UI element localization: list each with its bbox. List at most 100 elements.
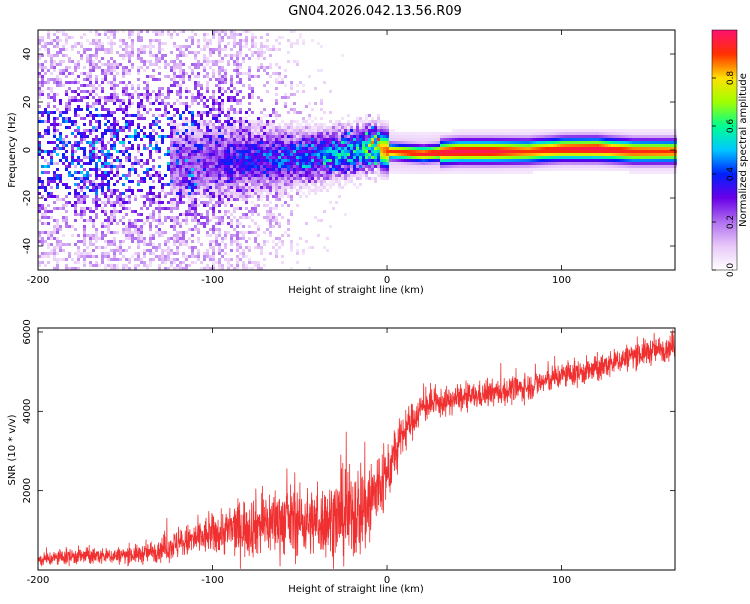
spectrogram-cell <box>59 78 62 81</box>
spectrogram-cell <box>179 144 182 147</box>
spectrogram-cell <box>284 126 287 129</box>
spectrogram-cell <box>242 249 245 252</box>
spectrogram-cell <box>245 144 248 147</box>
spectrogram-cell <box>137 57 140 60</box>
spectrogram-cell <box>275 156 278 159</box>
spectrogram-cell <box>74 204 77 207</box>
spectrogram-cell <box>269 189 272 192</box>
spectrogram-cell <box>77 159 80 162</box>
spectrogram-cell <box>221 132 224 135</box>
spectrogram-cell <box>473 147 476 150</box>
spectrogram-cell <box>215 114 218 117</box>
spectrogram-cell <box>296 141 299 144</box>
spectrogram-cell <box>59 147 62 150</box>
spectrogram-cell <box>365 123 368 126</box>
spectrogram-cell <box>368 129 371 132</box>
spectrogram-cell <box>218 117 221 120</box>
spectrogram-cell <box>152 69 155 72</box>
spectrogram-cell <box>44 186 47 189</box>
spectrogram-cell <box>212 168 215 171</box>
spectrogram-cell <box>473 165 476 168</box>
spectrogram-cell <box>218 168 221 171</box>
spectrogram-cell <box>86 186 89 189</box>
spectrogram-cell <box>476 141 479 144</box>
spectrogram-cell <box>65 201 68 204</box>
spectrogram-cell <box>272 216 275 219</box>
spectrogram-cell <box>89 252 92 255</box>
spectrogram-cell <box>155 150 158 153</box>
spectrogram-cell <box>212 177 215 180</box>
spectrogram-cell <box>245 201 248 204</box>
spectrogram-cell <box>386 153 389 156</box>
spectrogram-cell <box>41 84 44 87</box>
spectrogram-cell <box>254 126 257 129</box>
spectrogram-cell <box>221 195 224 198</box>
spectrogram-cell <box>290 147 293 150</box>
spectrogram-cell <box>299 174 302 177</box>
spectrogram-cell <box>212 135 215 138</box>
spectrogram-cell <box>176 267 179 270</box>
spectrogram-cell <box>458 171 461 174</box>
spectrogram-cell <box>377 165 380 168</box>
spectrogram-cell <box>377 129 380 132</box>
spectrogram-cell <box>242 132 245 135</box>
spectrogram-cell <box>320 129 323 132</box>
spectrogram-cell <box>218 108 221 111</box>
spectrogram-cell <box>128 267 131 270</box>
spectrogram-cell <box>110 213 113 216</box>
spectrogram-cell <box>380 144 383 147</box>
spectrogram-cell <box>101 210 104 213</box>
spectrogram-cell <box>392 159 395 162</box>
spectrogram-cell <box>266 195 269 198</box>
spectrogram-cell <box>251 267 254 270</box>
spectrogram-cell <box>233 96 236 99</box>
spectrogram-cell <box>191 219 194 222</box>
spectrogram-cell <box>317 171 320 174</box>
spectrogram-cell <box>329 168 332 171</box>
spectrogram-cell <box>104 156 107 159</box>
spectrogram-cell <box>473 135 476 138</box>
spectrogram-cell <box>83 33 86 36</box>
spectrogram-cell <box>302 192 305 195</box>
spectrogram-cell <box>422 147 425 150</box>
spectrogram-cell <box>137 111 140 114</box>
spectrogram-cell <box>230 36 233 39</box>
spectrogram-cell <box>140 45 143 48</box>
spectrogram-cell <box>344 174 347 177</box>
spectrogram-cell <box>317 69 320 72</box>
spectrogram-cell <box>173 42 176 45</box>
spectrogram-cell <box>272 45 275 48</box>
spectrogram-cell <box>95 135 98 138</box>
spectrogram-cell <box>260 48 263 51</box>
spectrogram-cell <box>269 135 272 138</box>
spectrogram-cell <box>209 228 212 231</box>
spectrogram-cell <box>212 261 215 264</box>
spectrogram-cell <box>134 156 137 159</box>
spectrogram-cell <box>281 156 284 159</box>
spectrogram-cell <box>221 126 224 129</box>
spectrogram-cell <box>236 69 239 72</box>
spectrogram-cell <box>209 153 212 156</box>
spectrogram-cell <box>257 129 260 132</box>
spectrogram-cell <box>230 180 233 183</box>
spectrogram-cell <box>143 237 146 240</box>
spectrogram-cell <box>368 165 371 168</box>
spectrogram-cell <box>275 180 278 183</box>
spectrogram-cell <box>221 186 224 189</box>
spectrogram-cell <box>86 48 89 51</box>
spectrogram-cell <box>248 84 251 87</box>
spectrogram-cell <box>359 162 362 165</box>
spectrogram-cell <box>185 135 188 138</box>
spectrogram-cell <box>173 198 176 201</box>
spectrogram-cell <box>68 108 71 111</box>
spectrogram-cell <box>278 144 281 147</box>
spectrogram-cell <box>188 126 191 129</box>
spectrogram-cell <box>380 147 383 150</box>
spectrogram-cell <box>329 132 332 135</box>
spectrogram-cell <box>473 159 476 162</box>
spectrogram-cell <box>212 63 215 66</box>
spectrogram-cell <box>260 168 263 171</box>
spectrogram-cell <box>230 198 233 201</box>
spectrogram-cell <box>314 183 317 186</box>
spectrogram-cell <box>380 162 383 165</box>
